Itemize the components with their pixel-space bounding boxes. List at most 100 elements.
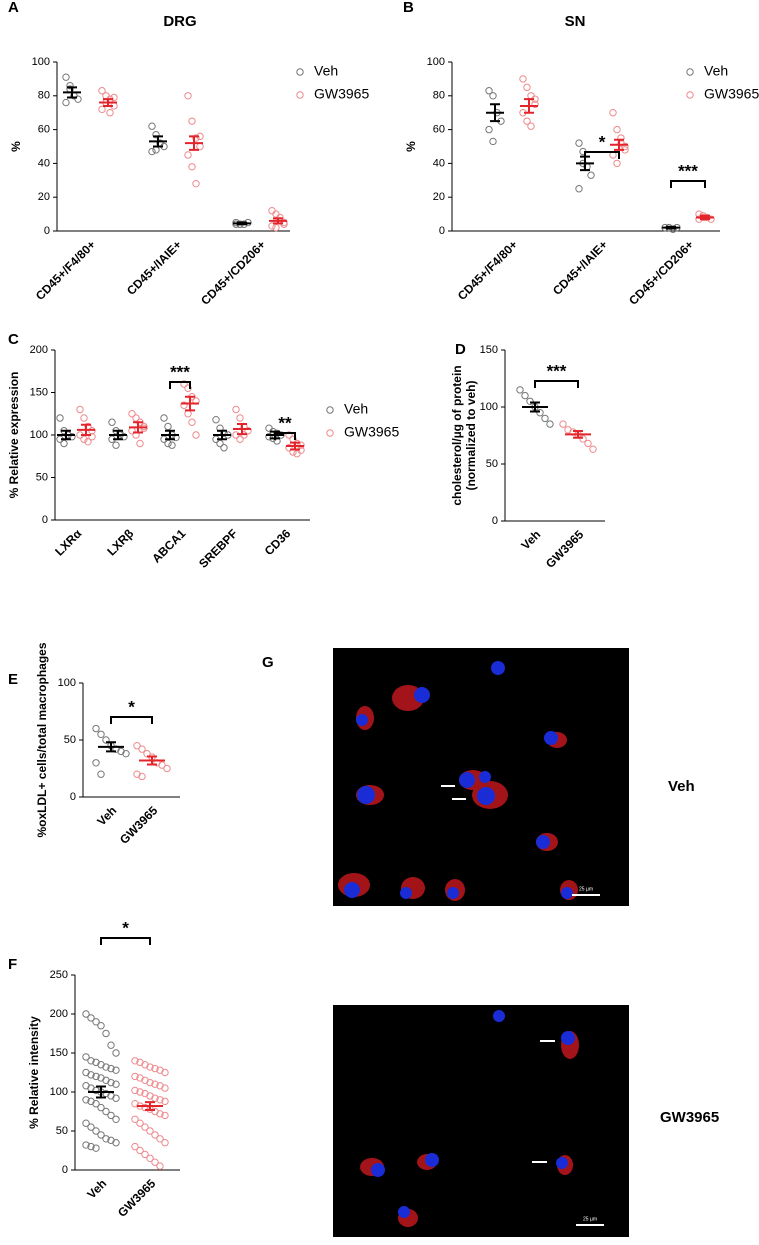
data-point xyxy=(192,179,200,188)
y-tick-label: 80 xyxy=(38,90,50,102)
x-tick-label: CD45+/IAIE+ xyxy=(124,237,184,297)
error-bar xyxy=(237,221,247,226)
data-point xyxy=(527,122,535,130)
legend-label: Veh xyxy=(344,401,368,417)
data-point xyxy=(108,418,116,426)
error-bar xyxy=(113,429,123,441)
data-point xyxy=(151,1158,159,1166)
data-point xyxy=(168,441,176,449)
error-bar xyxy=(61,429,71,441)
data-point xyxy=(584,439,592,448)
data-point xyxy=(587,171,595,179)
data-point xyxy=(76,405,84,414)
data-point xyxy=(107,1041,115,1049)
data-point xyxy=(188,418,196,426)
data-point xyxy=(485,87,493,95)
data-point xyxy=(156,1110,164,1118)
data-point xyxy=(559,420,567,428)
error-bar xyxy=(614,138,624,151)
data-point xyxy=(92,724,100,733)
x-tick-label: Veh xyxy=(84,1176,109,1201)
x-tick-label: GW3965 xyxy=(543,527,587,571)
data-point xyxy=(107,1111,115,1120)
data-point xyxy=(523,117,531,125)
x-tick-label: ABCA1 xyxy=(149,526,188,565)
error-bar xyxy=(700,214,710,221)
data-point xyxy=(148,122,156,130)
y-tick-label: 80 xyxy=(433,90,445,102)
y-tick-label: 20 xyxy=(433,191,445,203)
data-point xyxy=(589,445,597,453)
data-point xyxy=(87,1057,95,1065)
significance-label: * xyxy=(128,697,135,716)
data-point xyxy=(613,159,621,168)
error-bar xyxy=(530,401,540,413)
data-point xyxy=(146,1078,154,1087)
data-point xyxy=(285,444,293,452)
significance-bracket xyxy=(584,151,620,159)
data-point xyxy=(132,414,140,422)
data-point xyxy=(136,439,144,448)
chart-title: SN xyxy=(565,13,586,30)
data-point xyxy=(112,1094,120,1102)
data-point xyxy=(102,92,110,100)
data-point xyxy=(293,450,301,458)
error-bar xyxy=(666,225,676,230)
data-point xyxy=(265,433,273,441)
data-point xyxy=(82,1053,90,1061)
y-tick-label: 0 xyxy=(439,225,445,237)
data-point xyxy=(152,146,160,154)
data-point xyxy=(485,125,493,134)
data-point xyxy=(152,130,160,139)
y-tick-label: 40 xyxy=(433,157,445,169)
scale-bar-label: 25 µm xyxy=(579,886,593,892)
y-tick-label: 150 xyxy=(30,386,48,398)
data-point xyxy=(536,409,544,417)
data-point xyxy=(519,75,527,83)
legend-marker xyxy=(296,91,304,99)
data-point xyxy=(151,1064,159,1073)
error-bar xyxy=(153,135,163,148)
data-point xyxy=(107,1078,115,1087)
data-point xyxy=(92,1100,100,1108)
panel-label: E xyxy=(8,671,18,688)
y-tick-label: 0 xyxy=(62,1164,68,1176)
x-tick-label: CD36 xyxy=(262,526,294,558)
legend-marker xyxy=(686,91,694,99)
x-tick-label: CD45+/F4/80+ xyxy=(455,237,521,303)
error-bar xyxy=(189,135,199,151)
panel-label: C xyxy=(8,331,19,348)
data-point xyxy=(87,1123,95,1131)
data-point xyxy=(285,431,293,439)
data-point xyxy=(131,1115,139,1124)
legend-marker xyxy=(326,429,334,437)
y-tick-label: 50 xyxy=(36,471,48,483)
data-point xyxy=(92,1144,100,1152)
data-point xyxy=(236,435,244,443)
data-point xyxy=(146,1127,154,1135)
panel-label: B xyxy=(403,0,414,16)
significance-label: *** xyxy=(547,361,567,380)
significance-bracket xyxy=(110,716,153,724)
data-point xyxy=(192,134,200,142)
data-point xyxy=(526,397,534,405)
data-point xyxy=(232,405,240,414)
legend-marker xyxy=(686,68,694,76)
data-point xyxy=(133,742,141,750)
data-point xyxy=(112,1115,120,1124)
error-bar xyxy=(103,98,113,107)
image-label: Veh xyxy=(668,778,695,795)
data-point xyxy=(272,223,280,232)
y-tick-label: 200 xyxy=(50,1008,68,1020)
y-tick-label: 20 xyxy=(38,191,50,203)
data-point xyxy=(122,749,130,758)
data-point xyxy=(151,1080,159,1088)
data-point xyxy=(184,151,192,159)
y-axis-label: %oxLDL+ cells/total macrophages xyxy=(35,642,49,837)
data-point xyxy=(97,1021,105,1030)
data-point xyxy=(112,1049,120,1057)
data-point xyxy=(160,414,168,422)
data-point xyxy=(112,1066,120,1074)
x-tick-label: GW3965 xyxy=(117,803,161,847)
